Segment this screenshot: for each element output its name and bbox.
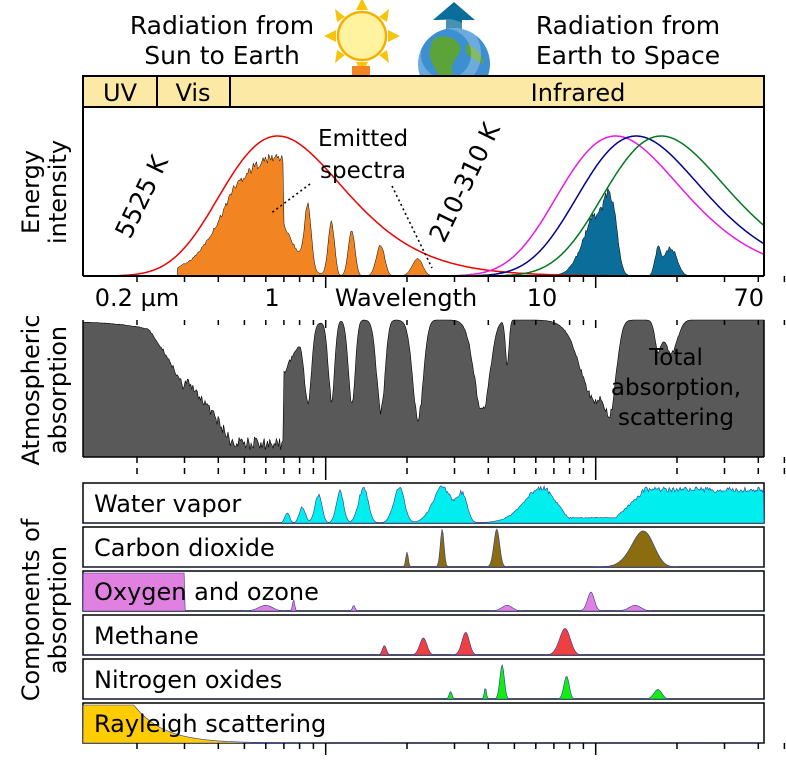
total-absorption-area [82, 319, 765, 458]
component-row-oxygen-and-ozone: Oxygen and ozone [82, 570, 765, 612]
svg-text:Energy: Energy [17, 150, 45, 234]
tick-label-10: 10 [527, 284, 558, 312]
svg-text:Components of: Components of [17, 518, 45, 701]
component-label: Water vapor [94, 490, 241, 518]
svg-text:Emitted: Emitted [318, 126, 408, 152]
components-panel: Water vapor Carbon dioxide Oxygen and ozon… [17, 468, 786, 755]
earth-caption: Radiation from Earth to Space [536, 11, 720, 70]
component-row-rayleigh-scattering: Rayleigh scattering [82, 702, 765, 744]
svg-text:spectra: spectra [320, 158, 406, 184]
svg-text:scattering: scattering [618, 405, 734, 431]
component-row-frame [82, 570, 765, 612]
component-absorption-area [83, 528, 764, 568]
sun-temperature-label: 5525 K [109, 150, 174, 242]
component-absorption-area [83, 484, 765, 524]
tick-label-1: 1 [264, 284, 279, 312]
svg-text:absorption,: absorption, [611, 375, 741, 401]
component-absorption-area [83, 664, 764, 700]
earth-spectrum-fill [502, 187, 759, 277]
svg-text:Radiation from: Radiation from [130, 11, 314, 40]
energy-intensity-axis-label: Energy intensity [17, 140, 72, 244]
svg-text:intensity: intensity [44, 140, 72, 244]
band-label-uv: UV [103, 79, 138, 107]
svg-text:absorption: absorption [44, 326, 72, 454]
tick-label-70: 70 [733, 284, 764, 312]
svg-text:absorption: absorption [44, 546, 72, 674]
atmospheric-absorption-axis-label: Atmospheric absorption [17, 315, 72, 466]
svg-text:Radiation from: Radiation from [536, 11, 720, 40]
components-axis-label: Components of absorption [17, 518, 72, 701]
spectral-band-bar: UV Vis Infrared [82, 75, 765, 108]
total-absorption-note: Total absorption, scattering [611, 345, 741, 431]
component-row-frame [82, 658, 765, 700]
svg-text:Atmospheric: Atmospheric [17, 315, 45, 466]
sun-caption: Radiation from Sun to Earth [130, 11, 314, 70]
atmospheric-absorption-panel: Total absorption, scattering Atmospheric… [17, 315, 786, 469]
wavelength-axis: 0.2 µm 1 10 70 Wavelength [95, 276, 786, 312]
component-label: Carbon dioxide [94, 534, 275, 562]
svg-text:Total: Total [648, 345, 703, 371]
tick-label-0.2: 0.2 µm [95, 284, 179, 312]
component-absorption-area [83, 628, 764, 656]
emission-panel: 5525 K 210-310 K Emitted spectra Energy … [17, 108, 765, 277]
component-label: Methane [94, 622, 199, 650]
sun-icon [324, 0, 400, 74]
earth-temperature-label: 210-310 K [423, 118, 506, 247]
component-label: Nitrogen oxides [94, 666, 282, 694]
svg-text:Sun to Earth: Sun to Earth [144, 41, 300, 70]
component-row-carbon-dioxide: Carbon dioxide [82, 526, 765, 568]
component-absorption-area [82, 572, 764, 612]
band-label-vis: Vis [175, 79, 210, 107]
wavelength-axis-title: Wavelength [335, 284, 477, 312]
component-absorption-area [82, 704, 764, 744]
solar-spectrum-fill [177, 153, 473, 277]
band-label-infrared: Infrared [531, 79, 626, 107]
component-row-nitrogen-oxides: Nitrogen oxides [82, 658, 765, 700]
component-row-water-vapor: Water vapor [82, 482, 765, 524]
svg-text:Earth to Space: Earth to Space [536, 41, 720, 70]
component-label: Rayleigh scattering [94, 710, 326, 738]
emitted-spectra-label: Emitted spectra [318, 126, 408, 184]
component-label: Oxygen and ozone [94, 578, 319, 606]
component-row-methane: Methane [82, 614, 765, 656]
